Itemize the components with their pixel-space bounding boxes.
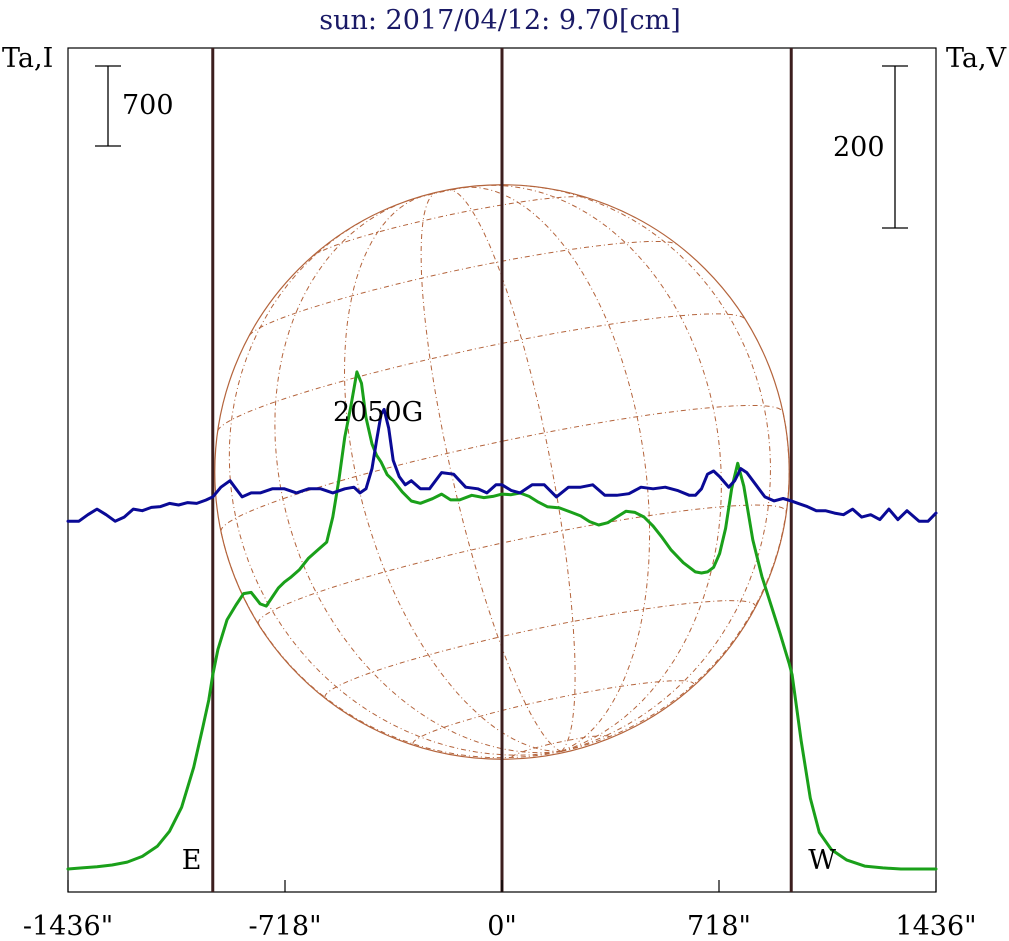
x-tick-label: 0": [487, 911, 517, 941]
east-limb-label: E: [182, 845, 202, 876]
latitude-line: [220, 405, 784, 532]
x-tick-label: 1436": [895, 911, 976, 941]
scale-bars: [95, 65, 908, 229]
longitude-line: [526, 185, 772, 752]
latitude-line: [217, 313, 746, 432]
longitude-line: [561, 412, 790, 752]
polarization-series-line: [66, 407, 938, 523]
intensity-series-line: [66, 370, 938, 871]
series-layer: [66, 370, 938, 871]
longitude-line: [343, 196, 562, 752]
chart-labels: sun: 2017/04/12: 9.70[cm] Ta,I Ta,V E W …: [2, 5, 1007, 876]
intensity-scale-label: 700: [122, 90, 174, 121]
left-axis-label: Ta,I: [2, 43, 53, 74]
latitude-line: [248, 240, 678, 336]
west-limb-label: W: [808, 845, 836, 876]
latitude-line: [412, 680, 695, 744]
longitude-line: [228, 220, 562, 756]
longitude-line: [464, 186, 651, 752]
chart-title: sun: 2017/04/12: 9.70[cm]: [319, 5, 681, 36]
longitude-line: [274, 203, 562, 754]
right-axis-label: Ta,V: [946, 43, 1007, 74]
annotation-label: 2050G: [333, 397, 423, 428]
latitude-line: [312, 196, 588, 257]
latitude-line: [404, 185, 481, 203]
x-tick-label: -1436": [23, 911, 113, 941]
latitude-line: [511, 735, 610, 758]
latitude-line: [257, 504, 787, 624]
longitude-line: [220, 531, 562, 759]
x-tick-label: 718": [687, 911, 751, 941]
longitude-line: [487, 184, 722, 752]
polarization-scale-label: 200: [833, 132, 885, 163]
x-tick-label: -718": [248, 911, 321, 941]
latitude-line: [324, 600, 756, 698]
limb-lines: [211, 48, 793, 892]
longitude-line: [449, 189, 576, 752]
x-ticks: -1436" -718" 0" 718" 1436": [23, 880, 977, 941]
